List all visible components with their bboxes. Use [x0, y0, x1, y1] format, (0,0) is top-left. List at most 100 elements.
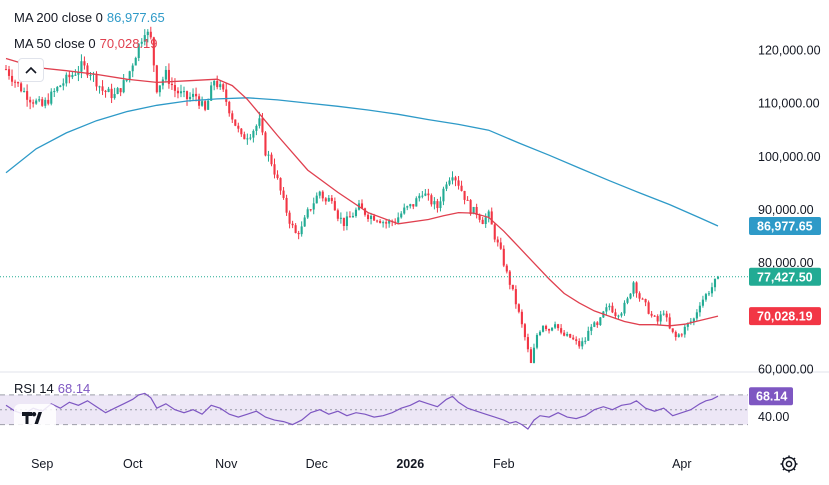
candle-body: [520, 311, 523, 325]
candle-body: [409, 204, 412, 207]
candle-body: [327, 197, 330, 202]
candle-body: [116, 88, 119, 94]
candle-body: [635, 282, 638, 294]
candle-body: [379, 220, 382, 223]
candle-body: [575, 339, 578, 342]
candle-body: [131, 65, 134, 72]
candle-body: [523, 324, 526, 338]
candle-body: [388, 220, 391, 224]
x-tick-label: 2026: [396, 457, 424, 471]
candle-body: [436, 201, 439, 209]
candles: [4, 26, 720, 364]
candle-body: [240, 128, 243, 135]
rsi-tick-label: 40.00: [758, 410, 789, 424]
candle-body: [243, 134, 246, 140]
candle-body: [348, 216, 351, 218]
candle-body: [406, 206, 409, 208]
ma200-label: MA 200 close 0: [14, 10, 103, 25]
candle-body: [47, 99, 50, 104]
candle-body: [80, 61, 83, 72]
candle-body: [288, 212, 291, 224]
ma50-label: MA 50 close 0: [14, 36, 96, 51]
candle-body: [59, 85, 62, 87]
price-tag-label: 77,427.50: [757, 270, 813, 284]
candle-body: [309, 209, 312, 211]
candle-body: [258, 118, 261, 126]
candle-body: [306, 209, 309, 218]
candle-body: [445, 184, 448, 189]
candle-body: [626, 298, 629, 303]
candle-body: [89, 74, 92, 76]
candle-body: [686, 322, 689, 327]
candle-body: [333, 201, 336, 211]
candle-body: [7, 69, 11, 76]
candle-body: [605, 307, 608, 312]
y-tick-label: 60,000.00: [758, 362, 814, 376]
candle-body: [481, 219, 484, 225]
candle-body: [671, 328, 674, 332]
candle-body: [354, 209, 358, 216]
candle-body: [659, 314, 662, 322]
candle-body: [246, 138, 249, 140]
candle-body: [270, 154, 273, 165]
candle-body: [252, 130, 255, 138]
candle-body: [704, 294, 707, 300]
y-tick-label: 110,000.00: [758, 97, 820, 111]
candle-body: [173, 85, 177, 91]
candle-body: [26, 91, 29, 100]
candle-body: [442, 188, 445, 202]
candle-body: [620, 313, 623, 316]
candle-body: [683, 326, 686, 335]
candle-body: [210, 85, 213, 101]
tradingview-logo-icon: [14, 404, 56, 432]
candle-body: [35, 100, 38, 104]
price-tags: 86,977.65 77,427.50 70,028.19 68.14: [749, 217, 821, 406]
candle-body: [418, 195, 421, 199]
candle-body: [541, 325, 545, 332]
ma50-line: [5, 57, 719, 327]
candle-body: [291, 223, 294, 226]
candle-body: [569, 334, 572, 338]
candle-body: [140, 41, 143, 44]
candle-body: [155, 65, 158, 93]
legend-ma50[interactable]: MA 50 close 0 70,028.19: [14, 36, 158, 51]
candle-body: [324, 198, 327, 202]
candle-body: [261, 118, 264, 133]
legend-ma200[interactable]: MA 200 close 0 86,977.65: [14, 10, 165, 25]
candle-body: [53, 91, 56, 93]
candle-body: [216, 80, 219, 88]
moving-averages: [0, 57, 748, 327]
collapse-legend-button[interactable]: [18, 58, 44, 82]
price-tag-label: 70,028.19: [757, 310, 813, 324]
candle-body: [152, 37, 155, 66]
candle-body: [339, 217, 342, 219]
candle-body: [551, 327, 554, 331]
candle-body: [71, 74, 74, 78]
candle-body: [544, 325, 548, 330]
candle-body: [677, 334, 680, 337]
candle-body: [182, 91, 186, 93]
candle-body: [439, 201, 442, 209]
candle-body: [128, 71, 131, 80]
candle-body: [56, 86, 59, 92]
candle-body: [255, 125, 258, 131]
candle-body: [505, 265, 508, 272]
candle-body: [125, 79, 128, 81]
candle-body: [95, 73, 98, 87]
candle-body: [472, 206, 475, 215]
legend-rsi[interactable]: RSI 14 68.14: [14, 381, 90, 396]
candle-body: [318, 191, 321, 196]
settings-button[interactable]: [778, 453, 800, 475]
candle-body: [74, 74, 77, 76]
candle-body: [632, 282, 635, 294]
candle-body: [650, 313, 653, 316]
x-tick-label: Oct: [123, 457, 143, 471]
candle-body: [222, 84, 225, 90]
candle-body: [44, 99, 47, 106]
candle-body: [10, 75, 14, 82]
candle-body: [225, 89, 228, 102]
candle-body: [188, 96, 192, 99]
candle-body: [77, 71, 80, 75]
candle-body: [330, 197, 333, 202]
